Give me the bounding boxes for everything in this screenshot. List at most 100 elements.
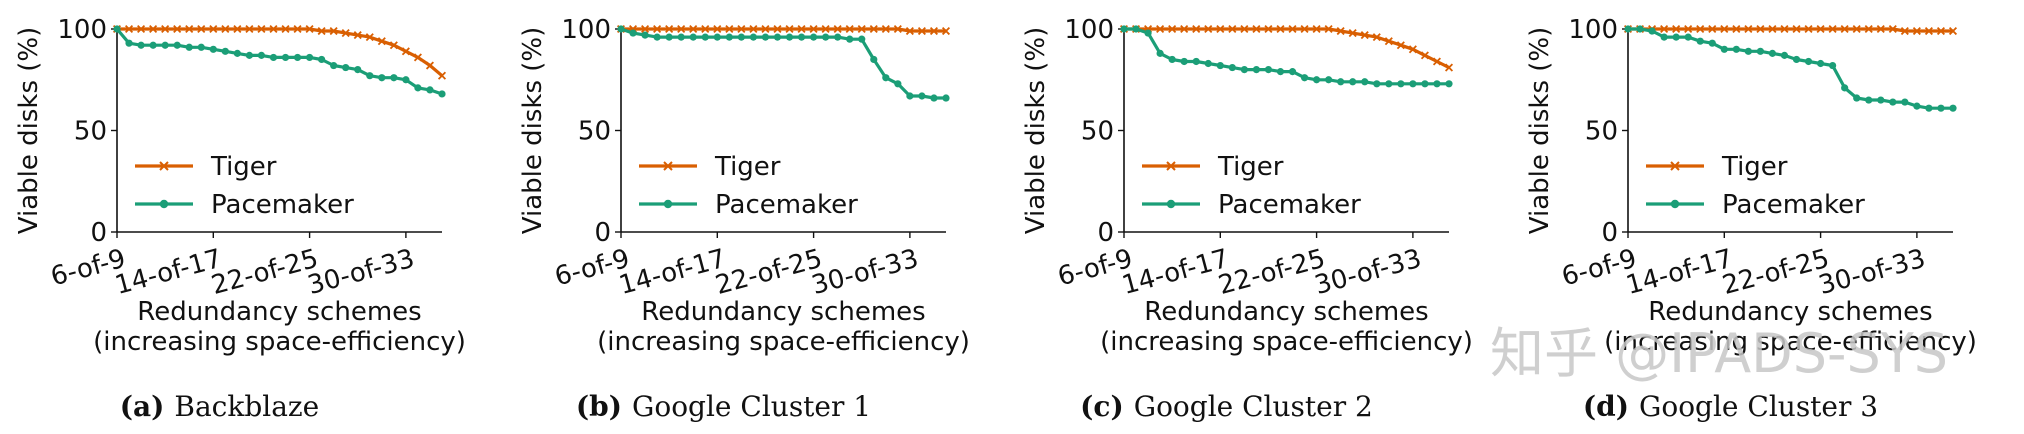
data-point-tiger xyxy=(893,24,902,34)
data-point-pacemaker xyxy=(1841,84,1849,92)
data-point-tiger xyxy=(1864,24,1873,34)
data-point-tiger xyxy=(305,24,314,34)
data-point-tiger xyxy=(1204,24,1213,34)
x-axis-subtitle: (increasing space-efficiency) xyxy=(1604,327,1977,357)
y-tick-label: 50 xyxy=(1081,117,1114,147)
data-point-tiger xyxy=(665,24,674,34)
data-point-pacemaker xyxy=(1744,47,1752,55)
data-point-pacemaker xyxy=(1901,98,1909,106)
legend-label-tiger: Tiger xyxy=(210,152,277,182)
data-point-pacemaker xyxy=(785,33,794,41)
data-point-pacemaker xyxy=(1216,61,1224,70)
data-point-pacemaker xyxy=(1672,33,1680,41)
x-tick-label: 30-of-33 xyxy=(1816,244,1929,301)
data-point-pacemaker xyxy=(438,90,446,98)
data-point-tiger xyxy=(761,24,770,34)
data-point-tiger xyxy=(1840,24,1849,34)
caption-title: Google Cluster 2 xyxy=(1134,390,1373,423)
legend-marker-tiger xyxy=(159,161,169,171)
caption-letter: (d) xyxy=(1583,390,1629,423)
legend-marker-pacemaker xyxy=(1670,199,1680,209)
data-point-tiger xyxy=(1192,24,1201,34)
caption-letter: (c) xyxy=(1080,390,1124,423)
data-point-pacemaker xyxy=(1804,57,1813,66)
legend-label-pacemaker: Pacemaker xyxy=(1218,190,1361,220)
data-point-pacemaker xyxy=(1949,104,1957,112)
x-tick-label: 30-of-33 xyxy=(809,244,922,301)
data-point-pacemaker xyxy=(233,49,241,57)
data-point-pacemaker xyxy=(137,41,145,49)
x-axis-title: Redundancy schemes xyxy=(1648,297,1932,327)
data-point-pacemaker xyxy=(185,43,193,51)
data-point-pacemaker xyxy=(378,74,386,82)
data-point-tiger xyxy=(1732,24,1741,34)
data-point-tiger xyxy=(1948,26,1958,36)
data-point-pacemaker xyxy=(1180,57,1188,66)
data-point-pacemaker xyxy=(882,74,890,82)
data-point-tiger xyxy=(1912,26,1921,36)
data-point-pacemaker xyxy=(1228,63,1236,72)
data-point-pacemaker xyxy=(749,33,758,41)
data-point-tiger xyxy=(1216,24,1225,34)
data-point-pacemaker xyxy=(1204,59,1212,68)
data-point-pacemaker xyxy=(1300,74,1309,82)
data-point-pacemaker xyxy=(1288,68,1297,76)
data-point-pacemaker xyxy=(1732,45,1740,53)
data-point-pacemaker xyxy=(1144,29,1152,37)
data-point-tiger xyxy=(797,24,806,34)
data-point-pacemaker xyxy=(677,33,685,41)
data-point-pacemaker xyxy=(870,55,878,64)
data-point-tiger xyxy=(329,26,338,36)
data-point-pacemaker xyxy=(1349,78,1357,86)
data-point-tiger xyxy=(869,24,878,34)
x-tick-label: 30-of-33 xyxy=(1312,244,1425,301)
data-point-pacemaker xyxy=(1409,80,1417,88)
data-point-pacemaker xyxy=(149,41,157,49)
caption-title: Backblaze xyxy=(174,390,319,423)
data-point-pacemaker xyxy=(1361,78,1369,86)
subfigure-caption: (d) Google Cluster 3 xyxy=(1583,390,1878,423)
data-point-tiger xyxy=(1252,24,1261,34)
y-tick-label: 100 xyxy=(57,15,107,45)
data-point-pacemaker xyxy=(1660,33,1668,41)
legend-marker-tiger xyxy=(1670,161,1680,171)
data-point-pacemaker xyxy=(689,33,697,41)
data-point-pacemaker xyxy=(617,25,625,33)
data-point-tiger xyxy=(1360,31,1369,40)
data-point-tiger xyxy=(1288,24,1297,34)
data-point-pacemaker xyxy=(1853,94,1861,102)
data-point-tiger xyxy=(1792,24,1801,34)
data-point-tiger xyxy=(1168,24,1177,34)
data-point-tiger xyxy=(1672,24,1681,34)
y-axis-title: Viable disks (%) xyxy=(14,27,44,235)
data-point-pacemaker xyxy=(1264,66,1273,74)
data-point-tiger xyxy=(401,47,410,56)
data-point-tiger xyxy=(173,24,182,34)
data-point-tiger xyxy=(1312,24,1321,34)
panel-google-cluster-2: 0501006-of-914-of-1722-of-2530-of-33Viab… xyxy=(1021,15,1473,423)
legend-label-tiger: Tiger xyxy=(1217,152,1284,182)
data-point-pacemaker xyxy=(1780,51,1789,59)
legend-label-pacemaker: Pacemaker xyxy=(1722,190,1865,220)
data-point-tiger xyxy=(1432,57,1441,66)
data-point-pacemaker xyxy=(1756,47,1765,55)
y-tick-label: 0 xyxy=(1097,218,1114,248)
caption-letter: (b) xyxy=(576,390,622,423)
data-point-pacemaker xyxy=(761,33,770,41)
data-point-pacemaker xyxy=(1708,39,1716,47)
legend-marker-pacemaker xyxy=(1166,199,1176,209)
data-point-tiger xyxy=(917,26,926,36)
caption-title: Google Cluster 1 xyxy=(632,390,871,423)
data-point-pacemaker xyxy=(402,76,410,84)
y-tick-label: 100 xyxy=(561,15,611,45)
data-point-pacemaker xyxy=(1433,80,1441,88)
data-point-pacemaker xyxy=(1648,27,1656,35)
data-point-pacemaker xyxy=(1865,96,1873,104)
y-tick-label: 50 xyxy=(1585,117,1618,147)
data-point-pacemaker xyxy=(1156,49,1164,57)
data-point-tiger xyxy=(1924,26,1933,36)
data-point-pacemaker xyxy=(1120,25,1128,33)
data-point-tiger xyxy=(677,24,686,34)
data-point-tiger xyxy=(233,24,242,34)
data-point-pacemaker xyxy=(653,33,661,41)
